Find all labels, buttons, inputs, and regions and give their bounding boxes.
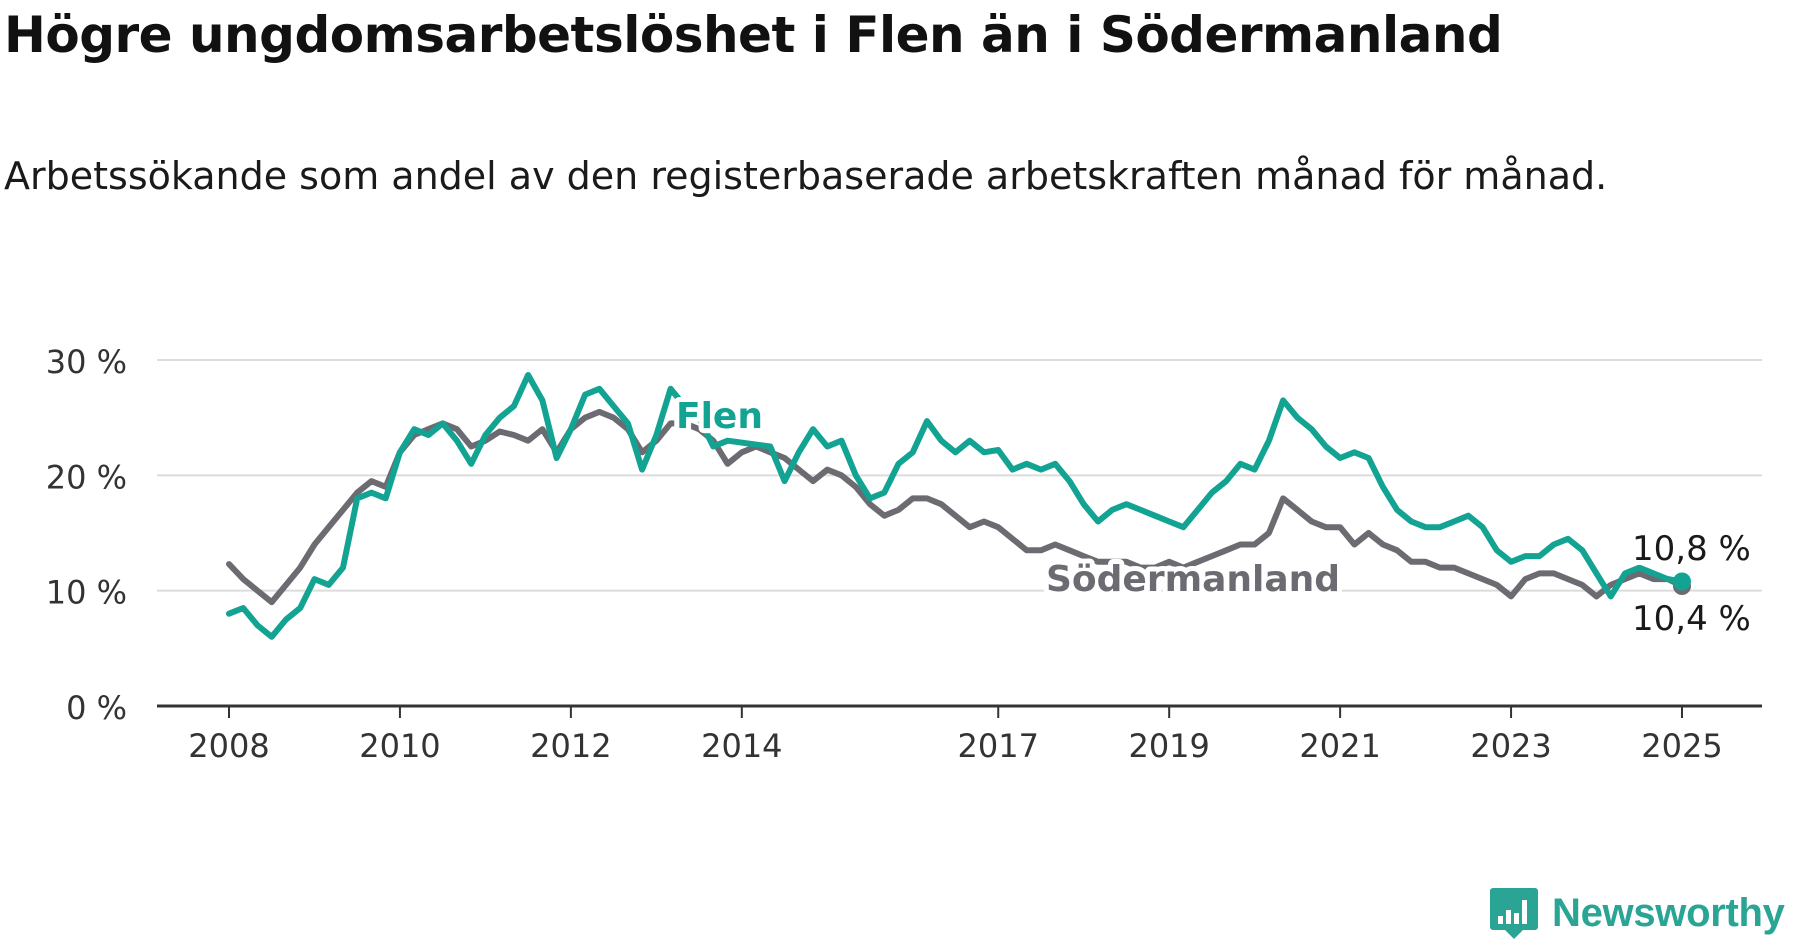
y-tick-label: 30 % bbox=[46, 343, 127, 381]
chart-subtitle: Arbetssökande som andel av den registerb… bbox=[4, 154, 1608, 198]
x-tick-label: 2025 bbox=[1641, 727, 1722, 765]
x-tick-label: 2019 bbox=[1128, 727, 1209, 765]
newsworthy-logo-icon bbox=[1490, 888, 1538, 939]
series-label-sodermanland: Södermanland bbox=[1046, 559, 1340, 600]
x-tick-label: 2008 bbox=[188, 727, 269, 765]
y-axis-ticks: 0 % 10 % 20 % 30 % bbox=[46, 343, 127, 727]
x-tick-label: 2010 bbox=[359, 727, 440, 765]
x-axis: 2008 2010 2012 2014 2017 2019 2021 2023 2025 bbox=[157, 704, 1762, 765]
x-tick-label: 2023 bbox=[1470, 727, 1551, 765]
y-tick-label: 20 % bbox=[46, 458, 127, 496]
y-tick-label: 0 % bbox=[66, 689, 127, 727]
end-label-sodermanland: 10,4 % bbox=[1632, 599, 1751, 639]
series-line-flen bbox=[226, 372, 1685, 640]
x-tick-label: 2012 bbox=[530, 727, 611, 765]
y-tick-label: 10 % bbox=[46, 574, 127, 612]
series-line-s-dermanland bbox=[226, 408, 1685, 606]
series-label-flen: Flen bbox=[676, 396, 763, 437]
end-label-flen-halo: 10,8 % bbox=[1632, 529, 1751, 569]
series-label-sodermanland-halo: Södermanland bbox=[1046, 559, 1340, 600]
end-label-flen: 10,8 % bbox=[1632, 529, 1751, 569]
series-lines bbox=[226, 372, 1691, 640]
series-label-flen-halo: Flen bbox=[676, 396, 763, 437]
newsworthy-logo-text: Newsworthy bbox=[1552, 890, 1785, 935]
x-tick-label: 2017 bbox=[958, 727, 1039, 765]
chart-title: Högre ungdomsarbetslöshet i Flen än i Sö… bbox=[4, 6, 1503, 64]
grid-lines bbox=[157, 359, 1762, 592]
x-tick-label: 2021 bbox=[1299, 727, 1380, 765]
newsworthy-logo: Newsworthy bbox=[1490, 886, 1785, 940]
x-tick-label: 2014 bbox=[701, 727, 782, 765]
end-point-flen bbox=[1673, 572, 1691, 591]
end-label-sodermanland-halo: 10,4 % bbox=[1632, 599, 1751, 639]
